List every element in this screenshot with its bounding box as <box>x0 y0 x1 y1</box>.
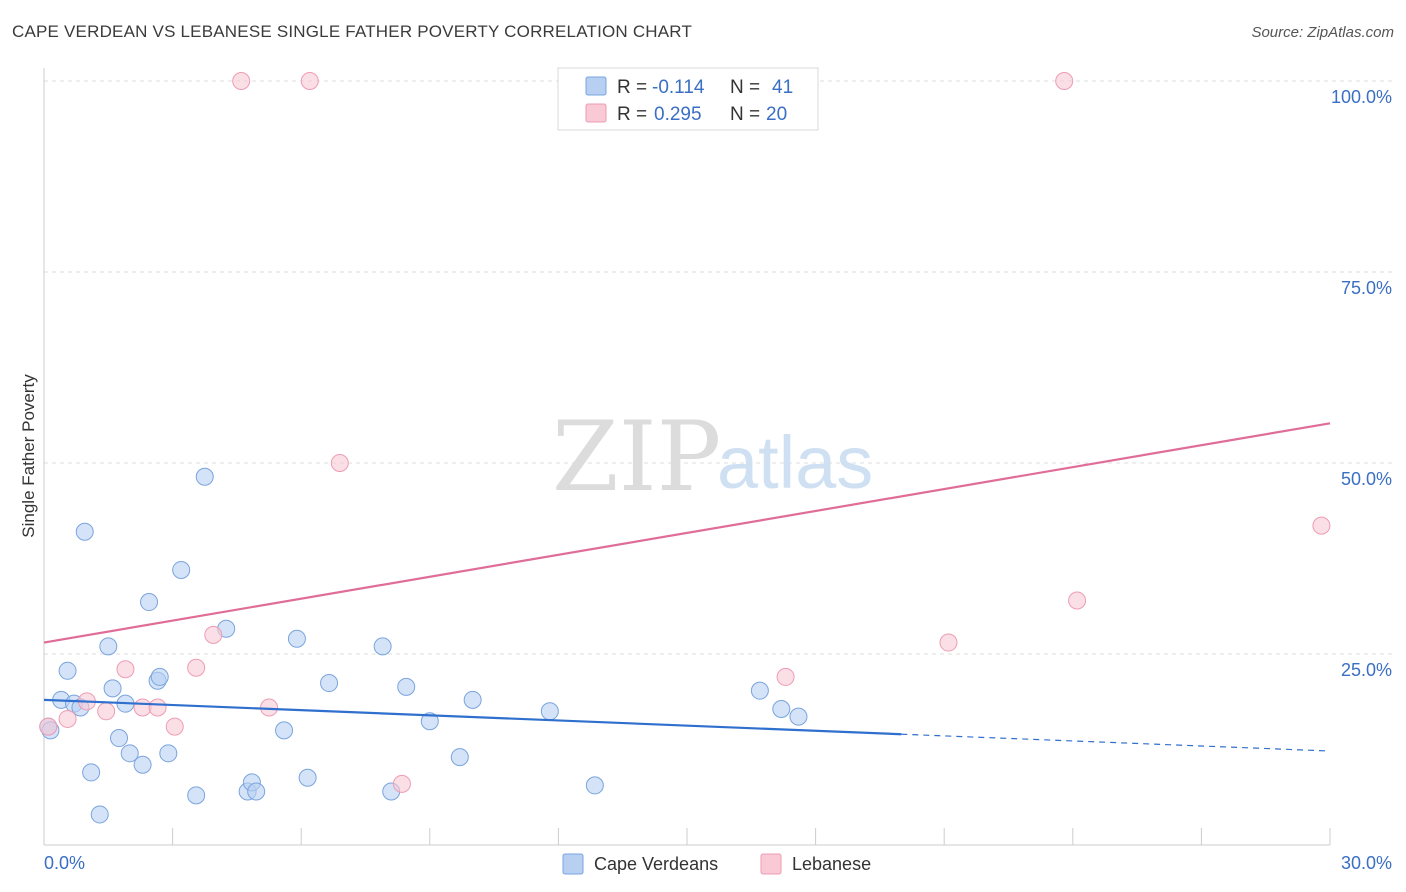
point-cape-verdeans-8 <box>90 805 109 824</box>
point-lebanese-14 <box>392 774 411 793</box>
legend-n-value-1: 41 <box>772 77 793 98</box>
x-tick-label-30: 30.0% <box>1341 853 1392 873</box>
legend-n-label-1: N = <box>730 77 760 98</box>
watermark-atlas: atlas <box>717 421 873 504</box>
trend-line-cape-verdeans-extension <box>901 733 1331 752</box>
series-legend-label-cape-verdeans: Cape Verdeans <box>594 854 718 874</box>
series-legend-swatch-lebanese <box>760 853 782 875</box>
point-lebanese-18 <box>1068 591 1087 610</box>
point-cape-verdeans-21 <box>195 467 214 486</box>
legend-r-value-2: 0.295 <box>654 104 702 125</box>
series-legend: Cape Verdeans Lebanese <box>562 853 871 875</box>
point-cape-verdeans-26 <box>275 721 294 740</box>
point-lebanese-6 <box>148 698 167 717</box>
chart-title: CAPE VERDEAN VS LEBANESE SINGLE FATHER P… <box>12 22 693 41</box>
point-lebanese-7 <box>165 717 184 736</box>
point-cape-verdeans-34 <box>450 748 469 767</box>
point-cape-verdeans-3 <box>58 661 77 680</box>
watermark-zip: ZIP <box>552 401 721 513</box>
point-lebanese-9 <box>204 625 223 644</box>
y-tick-label-25: 25.0% <box>1341 660 1392 680</box>
data-points <box>39 72 1331 824</box>
point-cape-verdeans-28 <box>298 768 317 787</box>
point-cape-verdeans-40 <box>789 707 808 726</box>
trend-line-cape-verdeans <box>43 698 902 736</box>
trend-lines <box>43 422 1331 752</box>
point-lebanese-0 <box>39 717 58 736</box>
point-cape-verdeans-32 <box>397 677 416 696</box>
point-lebanese-19 <box>1312 516 1331 535</box>
point-lebanese-16 <box>939 633 958 652</box>
point-cape-verdeans-30 <box>373 637 392 656</box>
x-axis-ticks <box>43 828 1331 845</box>
point-cape-verdeans-25 <box>247 782 266 801</box>
point-cape-verdeans-27 <box>287 629 306 648</box>
legend-n-label-2: N = <box>730 104 760 125</box>
point-cape-verdeans-7 <box>82 763 101 782</box>
point-cape-verdeans-17 <box>150 667 169 686</box>
legend-swatch-lebanese <box>585 103 607 123</box>
point-cape-verdeans-38 <box>750 681 769 700</box>
stats-legend: R = -0.114 N = 41 R = 0.295 N = 20 <box>557 67 819 131</box>
legend-r-value-1: -0.114 <box>652 77 705 98</box>
point-cape-verdeans-29 <box>320 674 339 693</box>
legend-r-label-2: R = <box>617 104 647 125</box>
gridlines <box>44 80 1395 655</box>
point-cape-verdeans-15 <box>140 593 159 612</box>
legend-r-label-1: R = <box>617 77 647 98</box>
legend-n-value-2: 20 <box>766 104 787 125</box>
trend-line-lebanese <box>43 422 1331 644</box>
point-lebanese-4 <box>116 660 135 679</box>
chart-source: Source: ZipAtlas.com <box>1251 24 1394 41</box>
point-cape-verdeans-11 <box>110 729 129 748</box>
point-lebanese-17 <box>1055 72 1074 90</box>
point-cape-verdeans-10 <box>103 679 122 698</box>
point-lebanese-13 <box>330 454 349 472</box>
point-cape-verdeans-13 <box>120 744 139 763</box>
legend-swatch-cape-verdeans <box>585 76 607 96</box>
point-lebanese-1 <box>58 709 77 728</box>
y-tick-label-75: 75.0% <box>1341 278 1392 298</box>
y-tick-label-50: 50.0% <box>1341 469 1392 489</box>
point-lebanese-10 <box>232 72 251 90</box>
point-lebanese-11 <box>260 698 279 717</box>
point-lebanese-15 <box>776 667 795 686</box>
point-cape-verdeans-20 <box>187 786 206 805</box>
point-cape-verdeans-9 <box>99 637 118 656</box>
point-lebanese-12 <box>300 72 319 90</box>
series-legend-label-lebanese: Lebanese <box>792 854 871 874</box>
point-cape-verdeans-33 <box>420 712 439 731</box>
y-tick-label-100: 100.0% <box>1331 87 1392 107</box>
x-tick-label-0: 0.0% <box>44 853 85 873</box>
point-cape-verdeans-19 <box>172 560 191 579</box>
point-lebanese-8 <box>187 658 206 677</box>
point-cape-verdeans-36 <box>540 702 559 721</box>
y-axis-title: Single Father Poverty <box>19 374 38 538</box>
point-cape-verdeans-35 <box>463 690 482 709</box>
point-cape-verdeans-14 <box>133 755 152 774</box>
point-cape-verdeans-18 <box>159 744 178 763</box>
point-cape-verdeans-39 <box>772 700 791 719</box>
point-cape-verdeans-6 <box>75 522 94 541</box>
point-lebanese-5 <box>133 698 152 717</box>
point-lebanese-3 <box>97 702 116 721</box>
point-cape-verdeans-37 <box>585 776 604 795</box>
series-legend-swatch-cape-verdeans <box>562 853 584 875</box>
